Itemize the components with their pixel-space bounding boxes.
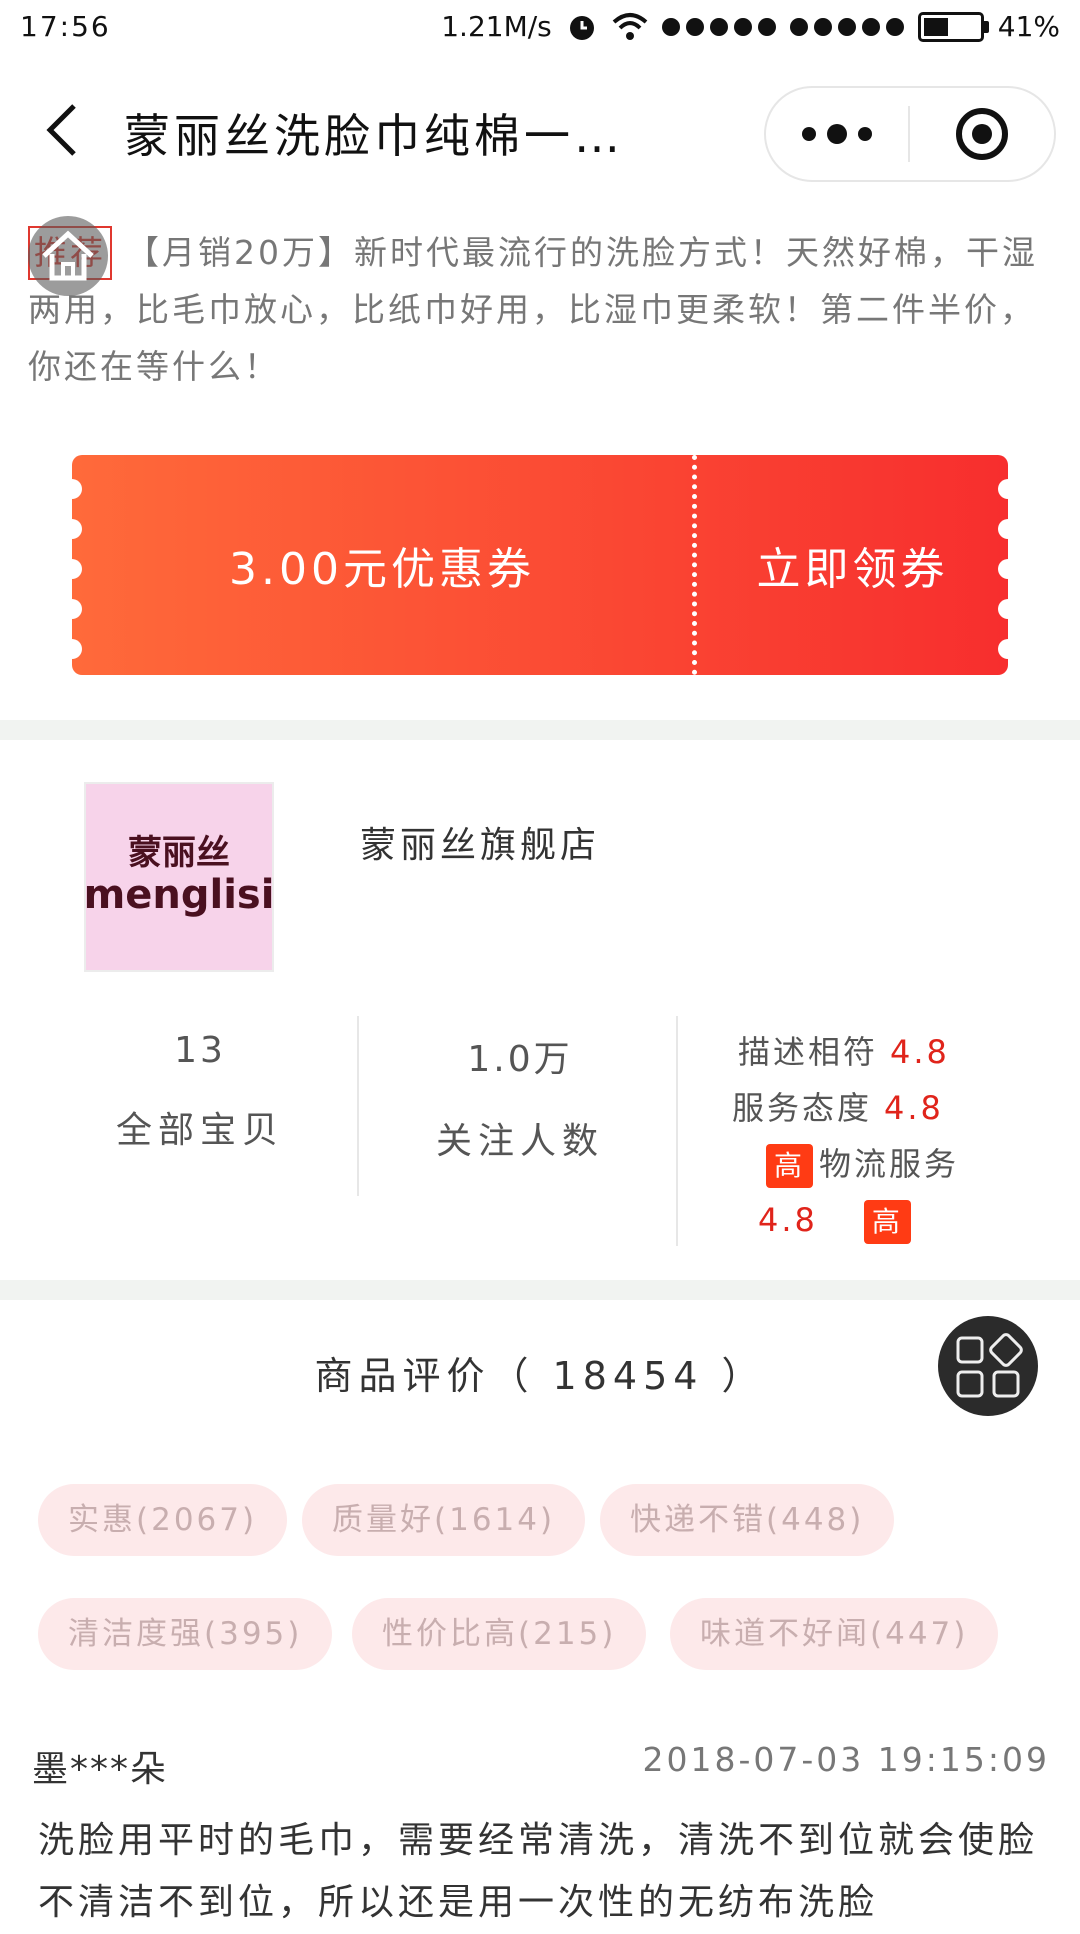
battery-icon	[917, 11, 989, 42]
stat-divider	[357, 1016, 359, 1196]
rating-service: 服务态度 4.8	[700, 1080, 1030, 1136]
coupon-notch	[998, 519, 1018, 539]
grid-menu-icon[interactable]	[938, 1316, 1038, 1416]
capsule-divider	[908, 106, 910, 162]
review-tag-chip[interactable]: 快递不错(448)	[600, 1484, 895, 1556]
reviewer-name: 墨***朵	[32, 1749, 169, 1790]
shop-logo[interactable]: 蒙丽丝 menglisi	[84, 782, 274, 972]
coupon-amount: 3.00元优惠券	[229, 544, 535, 595]
reviews-title: 商品评价（ 18454 ）	[314, 1354, 766, 1398]
stat-all-items[interactable]: 13 全部宝贝	[50, 1030, 350, 1153]
shop-name[interactable]: 蒙丽丝旗舰店	[360, 825, 601, 866]
review-tag-chip[interactable]: 味道不好闻(447)	[670, 1598, 999, 1670]
signal-icon	[661, 17, 776, 36]
stat-label: 全部宝贝	[115, 1110, 284, 1151]
logo-cn-text: 蒙丽丝	[128, 833, 230, 873]
review-tag-chip[interactable]: 质量好(1614)	[302, 1484, 586, 1556]
stat-value: 13	[174, 1030, 226, 1071]
coupon-banner[interactable]: 3.00元优惠券 立即领券	[62, 455, 1018, 675]
coupon-notch	[62, 559, 82, 579]
rating-score: 4.8	[758, 1201, 818, 1239]
logistics-level-badge: 高	[863, 1200, 911, 1244]
coupon-notch	[62, 599, 82, 619]
wifi-icon	[612, 12, 648, 40]
stat-value: 1.0万	[467, 1039, 573, 1080]
mini-program-capsule	[764, 86, 1056, 182]
coupon-notch	[998, 599, 1018, 619]
status-icons: 1.21M/s 41%	[441, 10, 1060, 43]
rating-logistics-score: 4.8 高	[700, 1192, 1030, 1248]
battery-percent: 41%	[997, 10, 1060, 43]
rating-label: 物流服务	[819, 1145, 960, 1183]
shop-ratings: 描述相符 4.8 服务态度 4.8 高物流服务 4.8 高	[700, 1024, 1030, 1248]
shop-stats: 13 全部宝贝 1.0万 关注人数 描述相符 4.8 服务态度 4.8 高物流服务 …	[0, 1010, 1080, 1246]
target-close-icon[interactable]	[956, 108, 1008, 160]
logo-en-text: menglisi	[86, 872, 272, 918]
stat-label: 关注人数	[435, 1121, 604, 1162]
rating-label: 服务态度	[732, 1089, 873, 1127]
nav-bar: 蒙丽丝洗脸巾纯棉一…	[0, 70, 1080, 190]
review-tag-chip[interactable]: 实惠(2067)	[38, 1484, 288, 1556]
coupon-notch	[998, 559, 1018, 579]
rating-label: 描述相符	[738, 1033, 879, 1071]
status-bar: 17:56 1.21M/s 41%	[0, 0, 1080, 56]
stat-divider	[676, 1016, 678, 1246]
service-level-badge: 高	[766, 1144, 814, 1188]
review-tag-chip[interactable]: 性价比高(215)	[352, 1598, 647, 1670]
signal-icon	[789, 17, 904, 36]
review-date: 2018-07-03 19:15:09	[642, 1740, 1050, 1779]
status-time: 17:56	[20, 10, 111, 43]
network-speed: 1.21M/s	[441, 10, 552, 43]
rating-logistics: 高物流服务	[700, 1136, 1030, 1192]
rating-score: 4.8	[890, 1033, 950, 1071]
page-title: 蒙丽丝洗脸巾纯棉一…	[124, 109, 624, 163]
product-description: 推荐 【月销20万】新时代最流行的洗脸方式！天然好棉，干湿两用，比毛巾放心，比纸巾…	[28, 224, 1058, 395]
description-text: 【月销20万】新时代最流行的洗脸方式！天然好棉，干湿两用，比毛巾放心，比纸巾好用…	[28, 233, 1038, 386]
claim-coupon-button[interactable]: 立即领券	[756, 544, 949, 595]
chevron-left-icon[interactable]	[36, 100, 96, 160]
section-divider	[0, 1280, 1080, 1300]
rating-score: 4.8	[884, 1089, 944, 1127]
coupon-notch	[998, 639, 1018, 659]
alarm-icon	[569, 15, 594, 40]
shop-logo-image: 蒙丽丝 menglisi	[84, 833, 275, 918]
coupon-notch	[62, 639, 82, 659]
review-tag-chip[interactable]: 清洁度强(395)	[38, 1598, 333, 1670]
section-divider	[0, 720, 1080, 740]
review-text: 洗脸用平时的毛巾，需要经常清洗，清洗不到位就会使脸不清洁不到位，所以还是用一次性…	[38, 1820, 1039, 1923]
coupon-notch	[62, 519, 82, 539]
rating-description: 描述相符 4.8	[700, 1024, 1030, 1080]
more-dots-icon[interactable]	[802, 118, 872, 150]
home-icon[interactable]	[28, 216, 108, 296]
coupon-notch	[998, 479, 1018, 499]
coupon-notch	[62, 479, 82, 499]
coupon-separator	[692, 455, 697, 675]
stat-followers: 1.0万 关注人数	[370, 1030, 670, 1164]
